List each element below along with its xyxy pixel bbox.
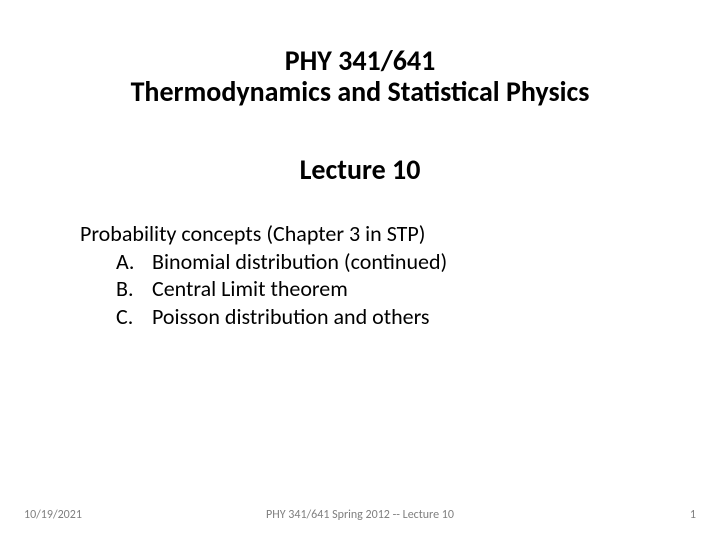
outline-item: B. Central Limit theorem [116,275,640,303]
footer-page-number: 1 [690,508,696,522]
outline-item-letter: B. [116,275,138,303]
course-code: PHY 341/641 [0,46,720,77]
footer: 10/19/2021 PHY 341/641 Spring 2012 -- Le… [0,502,720,522]
outline-item-text: Central Limit theorem [152,275,348,303]
outline-heading: Probability concepts (Chapter 3 in STP) [80,220,640,248]
outline-item-text: Binomial distribution (continued) [152,248,447,276]
outline-item: A. Binomial distribution (continued) [116,248,640,276]
title-block: PHY 341/641 Thermodynamics and Statistic… [0,46,720,108]
outline-item: C. Poisson distribution and others [116,303,640,331]
footer-center: PHY 341/641 Spring 2012 -- Lecture 10 [0,508,720,522]
outline-block: Probability concepts (Chapter 3 in STP) … [80,220,640,330]
outline-item-letter: C. [116,303,138,331]
lecture-number: Lecture 10 [0,152,720,187]
outline-item-text: Poisson distribution and others [152,303,429,331]
slide: PHY 341/641 Thermodynamics and Statistic… [0,0,720,540]
outline-list: A. Binomial distribution (continued) B. … [116,248,640,331]
outline-item-letter: A. [116,248,138,276]
course-title: Thermodynamics and Statistical Physics [0,77,720,108]
